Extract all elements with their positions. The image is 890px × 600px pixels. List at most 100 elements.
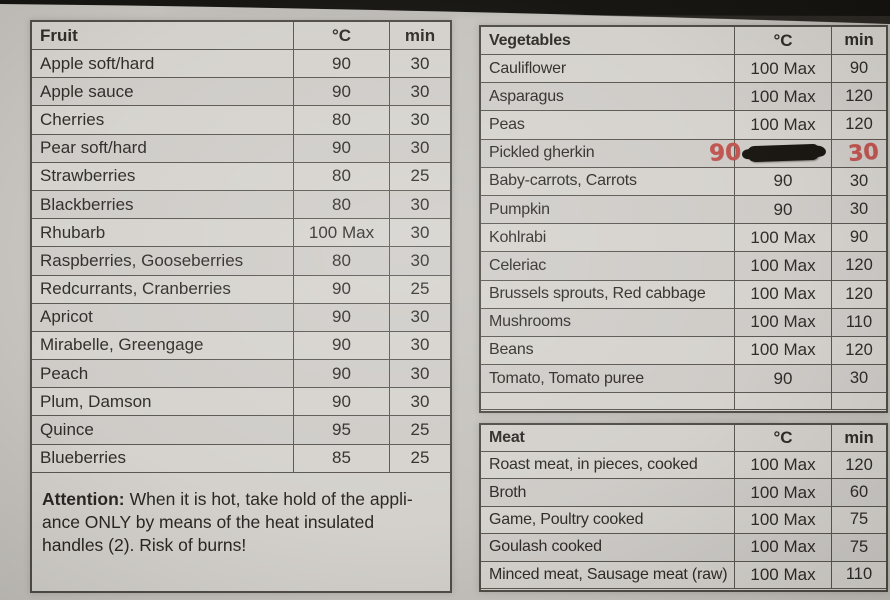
item-time-min: 75: [849, 510, 869, 529]
item-name: Brussels sprouts, Red cabbage: [481, 280, 735, 308]
attention-label: Attention:: [42, 488, 125, 509]
fruit-table-header: Fruit °C min: [32, 22, 450, 50]
item-name: Peach: [32, 360, 294, 388]
item-time-min: 30: [832, 196, 886, 223]
table-row: Baby-carrots, Carrots 90 30: [481, 167, 886, 196]
column-header-min: min: [844, 428, 874, 447]
item-temp-c: 100 Max: [735, 111, 832, 139]
handwritten-time: 110: [845, 312, 873, 331]
item-name: Broth: [481, 479, 735, 506]
handwritten-temp: 100 Max: [750, 86, 816, 106]
item-temp-c: 90: [294, 275, 390, 303]
meat-table-body: Roast meat, in pieces, cooked 100 Max 12…: [481, 452, 886, 589]
table-row: Cherries 80 30: [32, 106, 450, 135]
table-row: Apple soft/hard 90 30: [32, 50, 450, 79]
item-temp-c: 90: [709, 139, 832, 167]
item-name: Apple soft/hard: [32, 50, 294, 78]
table-row: Plum, Damson 90 30: [32, 388, 450, 417]
table-row: Peas 100 Max 120: [481, 111, 886, 140]
item-name: Cherries: [32, 106, 294, 134]
item-temp-c: 100 Max: [735, 280, 832, 308]
table-row: Redcurrants, Cranberries 90 25: [32, 275, 450, 304]
handwritten-time: 120: [845, 256, 873, 275]
item-name: Game, Poultry cooked: [481, 506, 735, 534]
item-time-min: 30: [832, 168, 886, 195]
table-row: Mushrooms 100 Max 110: [481, 308, 886, 337]
handwritten-temp: 100 Max: [750, 227, 816, 247]
table-row: Pumpkin 90 30: [481, 195, 886, 225]
item-time-min: 30: [410, 307, 430, 327]
item-time-min: [832, 393, 886, 409]
item-temp-c: 100 Max: [735, 479, 832, 506]
table-row: Blackberries 80 30: [32, 190, 450, 220]
item-time-min: 30: [410, 109, 430, 129]
item-temp-c: 80: [294, 162, 390, 190]
handwritten-temp: 100 Max: [750, 312, 816, 332]
table-row: Rhubarb 100 Max 30: [32, 219, 450, 248]
column-header-vegetables: Vegetables: [481, 27, 735, 54]
table-row: Raspberries, Gooseberries 80 30: [32, 247, 450, 276]
item-name: Baby-carrots, Carrots: [481, 167, 735, 195]
handwritten-temp: 90: [773, 199, 793, 219]
handwritten-time: 120: [845, 284, 873, 303]
handwritten-time: 120: [845, 87, 873, 106]
column-header-celsius: °C: [735, 27, 832, 54]
table-row: Blueberries 85 25: [32, 444, 450, 473]
item-name: Pumpkin: [481, 195, 735, 224]
table-row: Pear soft/hard 90 30: [32, 134, 450, 163]
item-time-min: 75: [849, 537, 869, 556]
item-temp-c: 90: [294, 134, 390, 162]
item-time-min: 30: [410, 250, 430, 270]
item-temp-c: 100 Max: [294, 219, 390, 247]
item-temp-c: 100 Max: [735, 55, 832, 83]
item-time-min: 30: [410, 194, 430, 214]
item-temp-c: 100 Max: [735, 224, 832, 252]
table-row: Game, Poultry cooked 100 Max 75: [481, 506, 886, 535]
item-temp-c: 90: [294, 388, 390, 416]
item-name: Quince: [32, 416, 294, 444]
item-name: [481, 393, 735, 410]
item-name: Pickled gherkin: [481, 139, 735, 167]
table-row: Apple sauce 90 30: [32, 78, 450, 107]
table-row: Broth 100 Max 60: [481, 479, 886, 507]
item-name: Mushrooms: [481, 308, 735, 336]
attention-note: Attention: When it is hot, take hold of t…: [32, 473, 450, 557]
table-row: Beans 100 Max 120: [481, 336, 886, 366]
item-time-min: 30: [410, 222, 430, 242]
item-time-min: 30: [410, 335, 430, 355]
column-header-celsius: °C: [294, 22, 390, 49]
handwritten-time: 30: [849, 200, 869, 219]
table-row: Minced meat, Sausage meat (raw) 100 Max …: [481, 561, 886, 589]
meat-table: Meat °C min Roast meat, in pieces, cooke…: [479, 423, 888, 592]
scan-page-top-edge: [0, 0, 890, 24]
item-time-min: 120: [832, 83, 886, 110]
table-row: Kohlrabi 100 Max 90: [481, 224, 886, 253]
attention-text: When it is hot, take hold of the appli- …: [42, 488, 413, 555]
item-time-min: 30: [410, 138, 430, 158]
item-temp-c: [735, 393, 832, 410]
meat-table-header: Meat °C min: [481, 425, 886, 452]
item-time-min: 30: [410, 53, 430, 73]
redaction-scribble: [746, 143, 820, 162]
handwritten-temp: 90: [773, 368, 793, 388]
item-temp-c: 100 Max: [735, 336, 832, 365]
item-temp-c: 80: [294, 247, 390, 275]
item-name: Blackberries: [32, 190, 294, 219]
handwritten-time: 120: [845, 115, 873, 134]
item-temp-c: 100 Max: [735, 252, 832, 280]
table-row: Asparagus 100 Max 120: [481, 83, 886, 112]
item-temp-c: 90: [735, 195, 832, 224]
item-name: Rhubarb: [32, 219, 294, 247]
item-name: Blueberries: [32, 444, 294, 472]
table-row: Strawberries 80 25: [32, 162, 450, 191]
item-name: Kohlrabi: [481, 224, 735, 252]
item-temp-c: 80: [294, 106, 390, 134]
table-row: Celeriac 100 Max 120: [481, 252, 886, 281]
item-time-min: 25: [410, 448, 430, 468]
handwritten-temp: 90: [708, 139, 742, 167]
item-name: Mirabelle, Greengage: [32, 331, 294, 360]
item-name: Minced meat, Sausage meat (raw): [481, 561, 735, 588]
handwritten-time: 30: [846, 139, 880, 167]
handwritten-temp: 100 Max: [750, 255, 816, 275]
handwritten-temp: 100 Max: [750, 284, 816, 304]
